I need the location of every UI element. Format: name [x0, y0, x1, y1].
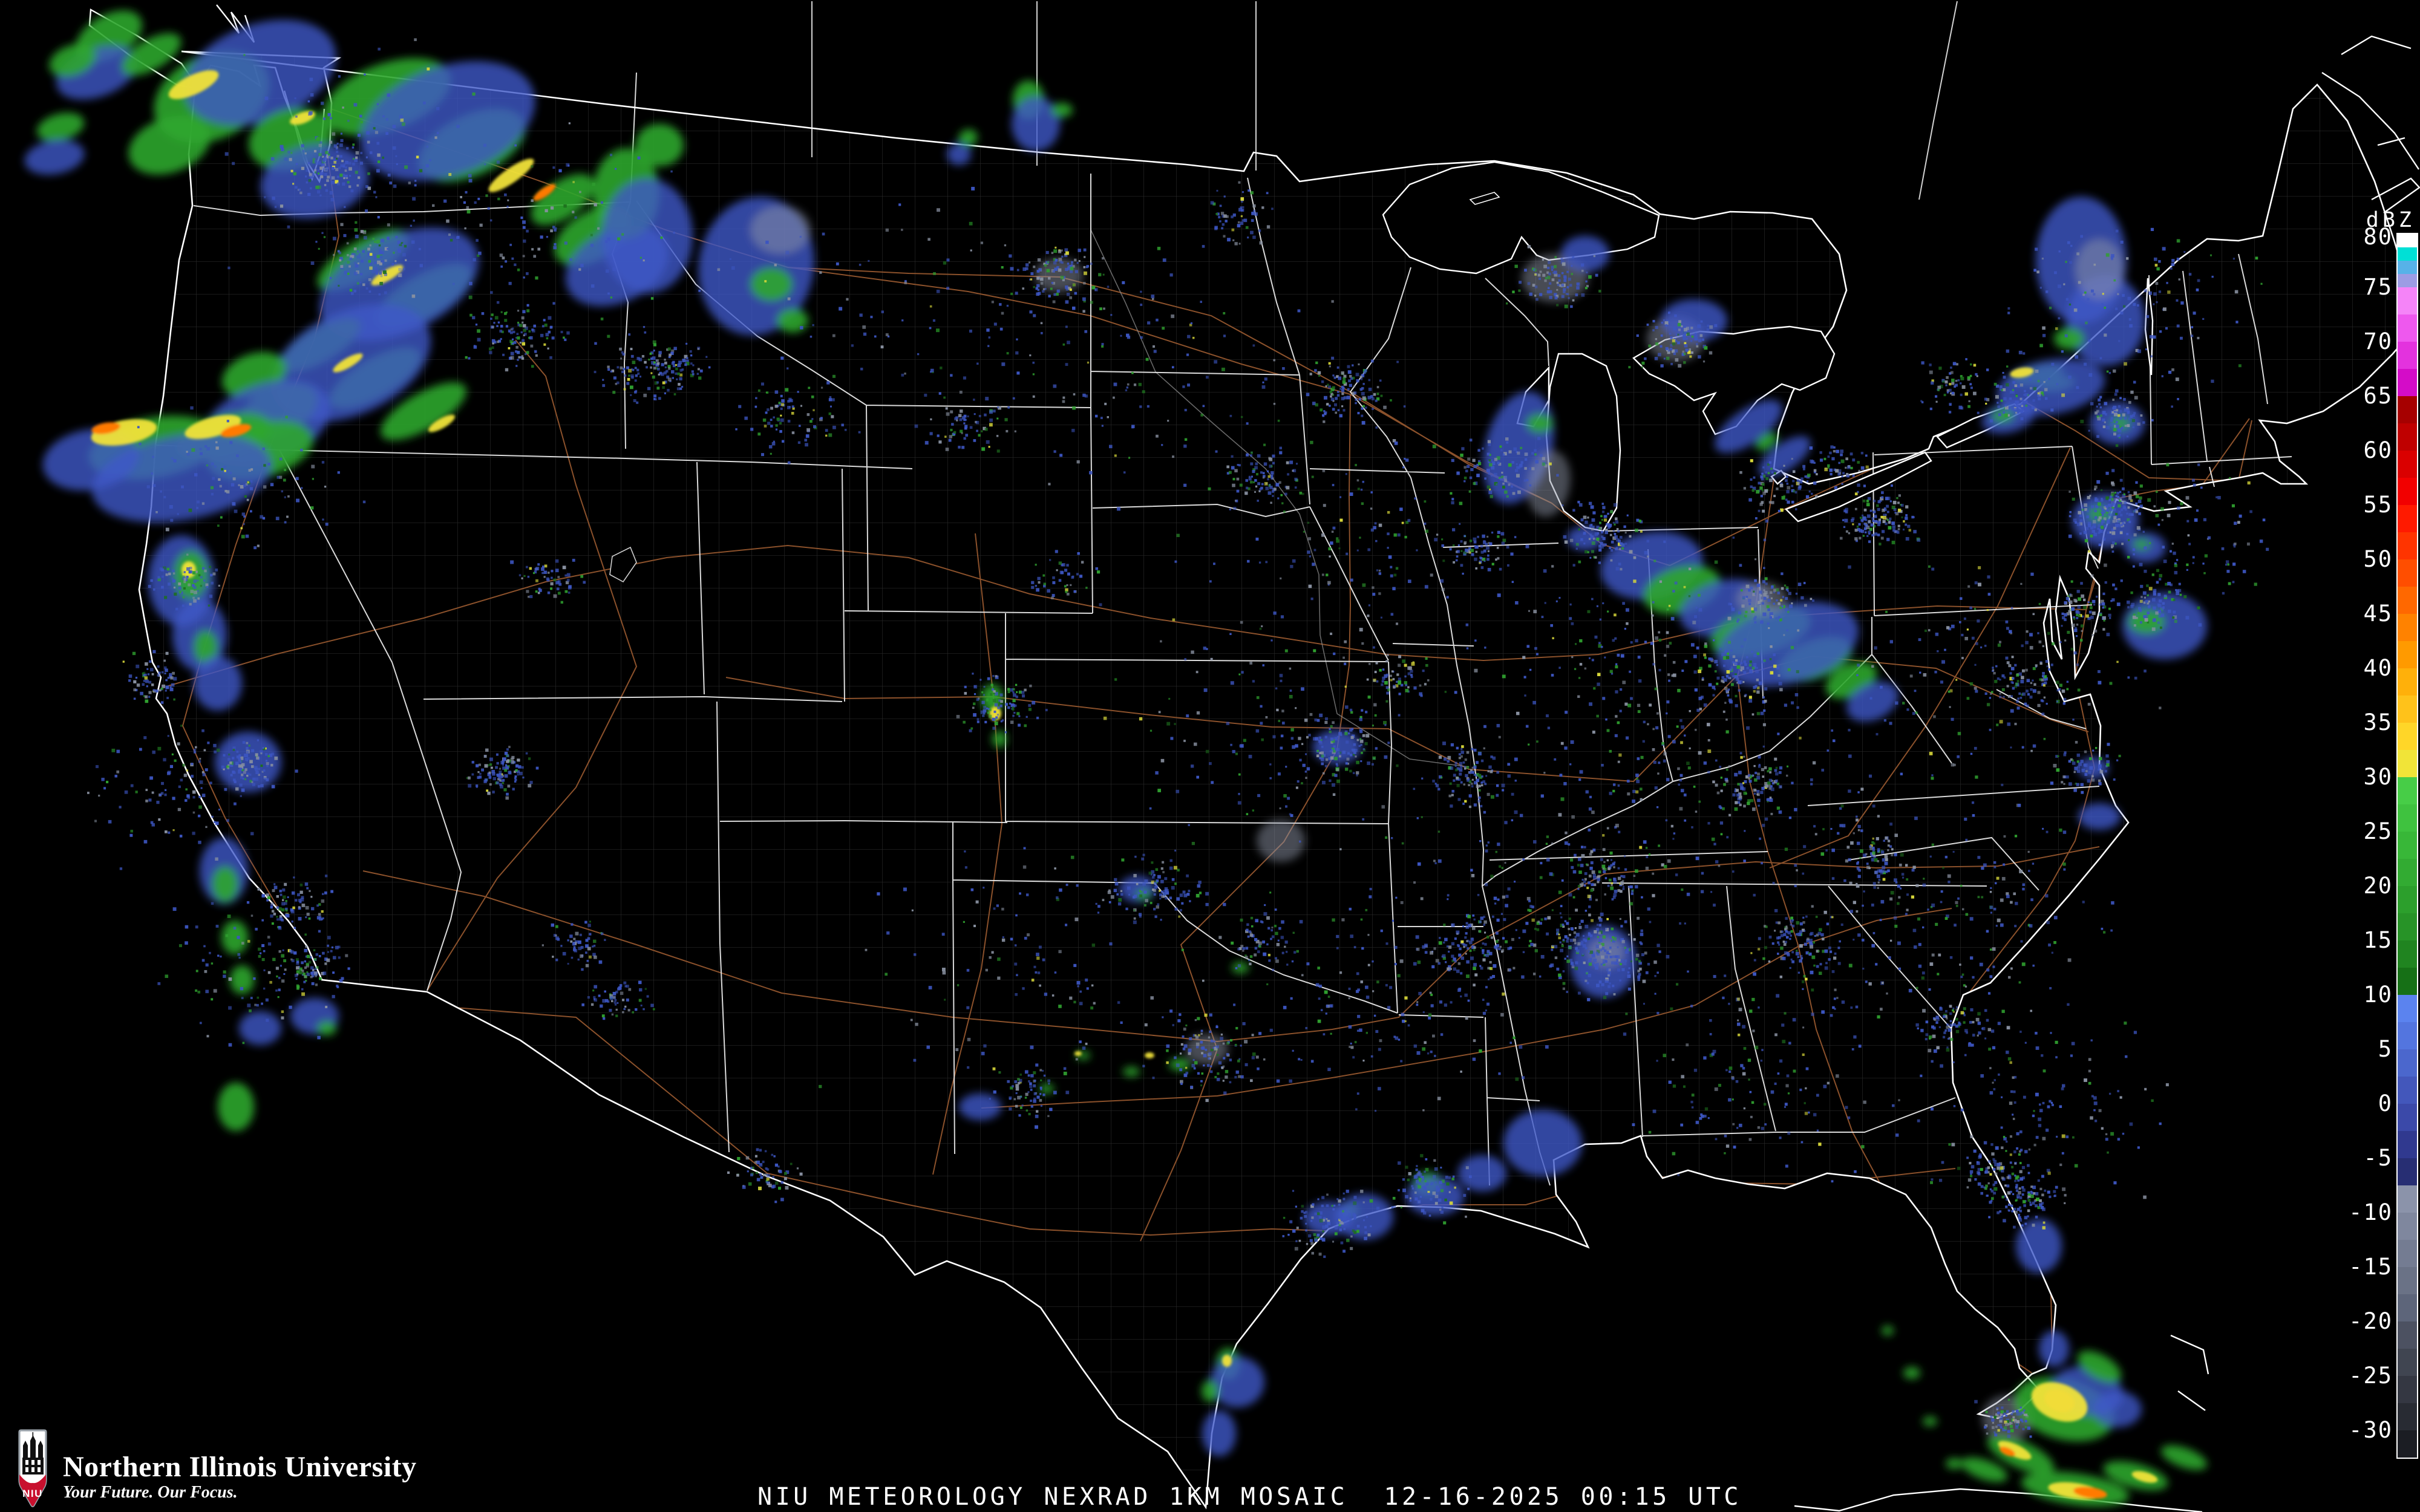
dbz-color-segment: [2398, 314, 2417, 342]
shield-monogram: NIU: [22, 1488, 43, 1499]
dbz-color-segment: [2398, 1403, 2417, 1430]
dbz-color-segment: [2398, 696, 2417, 723]
dbz-color-segment: [2398, 274, 2417, 287]
dbz-color-segment: [2398, 587, 2417, 614]
dbz-color-segment: [2398, 1077, 2417, 1104]
dbz-color-segment: [2398, 234, 2417, 247]
dbz-color-segment: [2398, 859, 2417, 886]
dbz-tick-label: 10: [2363, 982, 2393, 1008]
canada-borders: [811, 1, 1958, 200]
dbz-tick-label: 55: [2363, 492, 2393, 518]
dbz-tick-label: -5: [2363, 1145, 2393, 1171]
dbz-color-segment: [2398, 478, 2417, 505]
dbz-color-segment: [2398, 1022, 2417, 1049]
product-caption: NIU METEOROLOGY NEXRAD 1KM MOSAIC 12-16-…: [757, 1483, 1742, 1511]
dbz-tick-label: 50: [2363, 546, 2393, 572]
dbz-color-segment: [2398, 804, 2417, 832]
dbz-color-segment: [2398, 1376, 2417, 1403]
dbz-color-segment: [2398, 532, 2417, 559]
dbz-tick-label: 75: [2363, 274, 2393, 300]
dbz-color-segment: [2398, 1240, 2417, 1267]
dbz-color-segment: [2398, 396, 2417, 423]
dbz-color-segment: [2398, 369, 2417, 396]
dbz-color-segment: [2398, 287, 2417, 314]
dbz-colorbar: [2396, 233, 2418, 1459]
institution-name: Northern Illinois University: [63, 1451, 417, 1483]
dbz-color-segment: [2398, 1321, 2417, 1349]
dbz-color-segment: [2398, 1213, 2417, 1240]
dbz-color-segment: [2398, 1294, 2417, 1321]
dbz-color-segment: [2398, 1185, 2417, 1213]
dbz-unit-label: dBZ: [2366, 208, 2415, 232]
dbz-color-segment: [2398, 1104, 2417, 1131]
dbz-tick-label: 25: [2363, 818, 2393, 844]
dbz-color-segment: [2398, 1049, 2417, 1077]
dbz-color-segment: [2398, 247, 2417, 261]
dbz-tick-label: 35: [2363, 709, 2393, 735]
dbz-color-segment: [2398, 261, 2417, 274]
dbz-color-segment: [2398, 614, 2417, 641]
dbz-tick-label: -25: [2349, 1363, 2393, 1389]
dbz-tick-label: 20: [2363, 873, 2393, 899]
dbz-color-segment: [2398, 423, 2417, 451]
dbz-tick-label: 45: [2363, 601, 2393, 627]
dbz-tick-label: 40: [2363, 655, 2393, 681]
dbz-tick-label: 70: [2363, 328, 2393, 354]
dbz-color-segment: [2398, 968, 2417, 995]
dbz-tick-label: 0: [2378, 1090, 2393, 1116]
dbz-tick-label: -10: [2349, 1199, 2393, 1225]
dbz-color-segment: [2398, 1267, 2417, 1294]
dbz-color-segment: [2398, 777, 2417, 804]
dbz-color-segment: [2398, 723, 2417, 750]
dbz-color-segment: [2398, 451, 2417, 478]
dbz-tick-label: 65: [2363, 383, 2393, 409]
dbz-tick-label: 80: [2363, 224, 2393, 250]
clutter-speckle: [87, 38, 2269, 1438]
dbz-color-segment: [2398, 750, 2417, 777]
dbz-color-segment: [2398, 832, 2417, 859]
dbz-color-segment: [2398, 1158, 2417, 1185]
dbz-tick-label: 30: [2363, 764, 2393, 790]
dbz-tick-label: 15: [2363, 927, 2393, 953]
dbz-color-segment: [2398, 559, 2417, 587]
dbz-color-segment: [2398, 668, 2417, 696]
dbz-color-segment: [2398, 342, 2417, 369]
dbz-color-segment: [2398, 913, 2417, 940]
institution-tagline: Your Future. Our Focus.: [63, 1483, 238, 1502]
shield-red-chevron: [19, 1475, 46, 1507]
dbz-tick-label: -30: [2349, 1417, 2393, 1443]
dbz-tick-label: -20: [2349, 1308, 2393, 1334]
dbz-color-segment: [2398, 641, 2417, 668]
dbz-color-segment: [2398, 995, 2417, 1022]
dbz-color-segment: [2398, 1430, 2417, 1458]
dbz-color-segment: [2398, 1131, 2417, 1158]
dbz-tick-label: -15: [2349, 1254, 2393, 1280]
dbz-color-segment: [2398, 505, 2417, 532]
castle-windows: [25, 1460, 41, 1472]
dbz-tick-label: 60: [2363, 437, 2393, 463]
dbz-color-segment: [2398, 886, 2417, 913]
dbz-color-segment: [2398, 1349, 2417, 1376]
dbz-tick-label: 5: [2378, 1036, 2393, 1062]
niu-shield-logo: NIU: [18, 1429, 47, 1508]
dbz-color-segment: [2398, 940, 2417, 968]
